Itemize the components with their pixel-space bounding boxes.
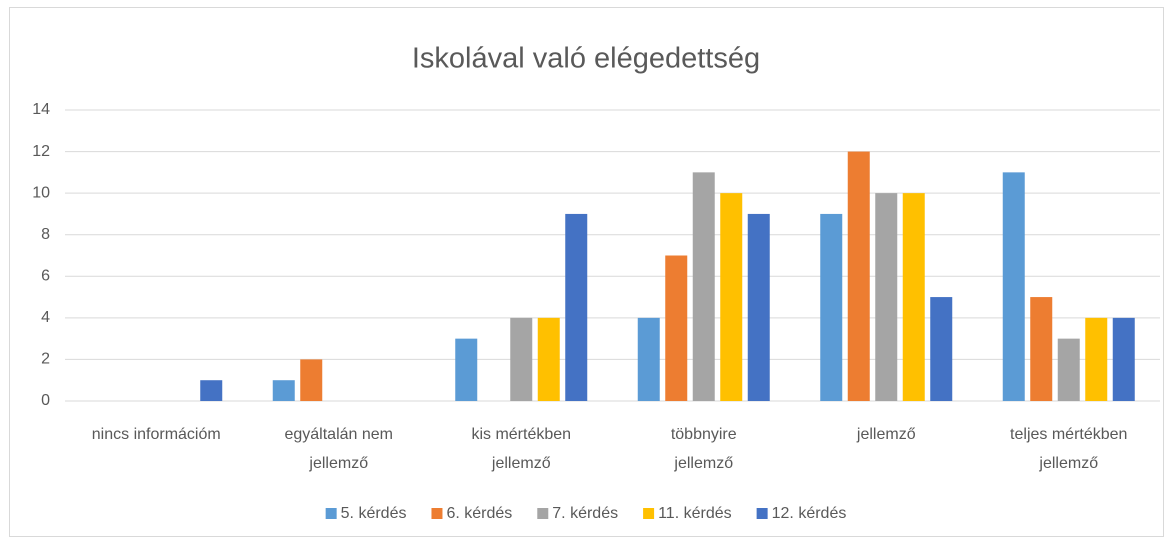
- bar: [637, 317, 660, 401]
- legend-label: 12. kérdés: [772, 505, 847, 522]
- legend-swatch: [431, 508, 443, 519]
- y-tick-label: 4: [41, 309, 50, 326]
- bar: [1085, 317, 1108, 401]
- y-tick-label: 14: [32, 101, 50, 118]
- bar: [692, 172, 715, 401]
- bar: [455, 338, 478, 401]
- legend-swatch: [756, 508, 768, 519]
- bar: [565, 213, 588, 401]
- y-tick-label: 0: [41, 392, 50, 409]
- bar: [747, 213, 770, 401]
- bar: [847, 151, 870, 401]
- x-tick-label: jellemző: [856, 426, 916, 443]
- bar: [537, 317, 560, 401]
- legend-label: 7. kérdés: [552, 505, 618, 522]
- chart-title: Iskolával való elégedettség: [412, 43, 760, 75]
- bar: [875, 193, 898, 401]
- bar: [200, 380, 223, 401]
- x-tick-label: egyáltalán nem jellemző: [284, 426, 393, 472]
- bar: [930, 297, 953, 401]
- bar: [1030, 297, 1053, 401]
- bar: [820, 213, 843, 401]
- y-tick-label: 10: [32, 184, 50, 201]
- x-tick-label: teljes mértékben jellemző: [1010, 426, 1127, 472]
- legend-swatch: [537, 508, 549, 519]
- bar: [510, 317, 533, 401]
- bar: [720, 193, 743, 401]
- bar: [665, 255, 688, 401]
- legend-label: 11. kérdés: [658, 505, 732, 522]
- bar: [1112, 317, 1135, 401]
- x-tick-label: nincs információm: [92, 426, 221, 443]
- legend-swatch: [325, 508, 337, 519]
- bar: [902, 193, 925, 401]
- legend-label: 6. kérdés: [446, 505, 512, 522]
- bar: [1002, 172, 1025, 401]
- y-tick-label: 12: [32, 143, 50, 160]
- bar: [300, 359, 323, 401]
- y-tick-label: 8: [41, 226, 50, 243]
- legend-swatch: [643, 508, 655, 519]
- y-tick-label: 2: [41, 351, 50, 368]
- legend-label: 5. kérdés: [341, 505, 407, 522]
- x-tick-label: kis mértékben jellemző: [471, 426, 571, 472]
- bar: [272, 380, 295, 401]
- y-tick-label: 6: [41, 268, 50, 285]
- bar: [1057, 338, 1080, 401]
- x-tick-label: többnyire jellemző: [671, 426, 737, 472]
